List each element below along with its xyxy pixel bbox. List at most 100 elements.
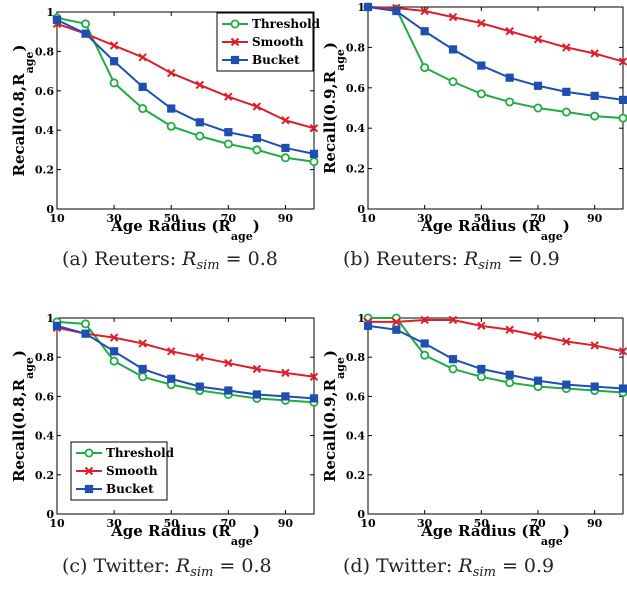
caption-b-symbol: R bbox=[463, 248, 479, 270]
y-tick-label: 0 bbox=[357, 508, 365, 521]
data-point-bucket bbox=[81, 329, 90, 338]
x-tick-label: 90 bbox=[587, 517, 603, 530]
legend-label-smooth: Smooth bbox=[106, 464, 158, 478]
y-axis-label: Recall(0.9,Rage) bbox=[321, 42, 347, 174]
caption-a: (a) Reuters: Rsim = 0.8 bbox=[62, 248, 278, 273]
caption-c: (c) Twitter: Rsim = 0.8 bbox=[62, 555, 272, 580]
series-line-smooth bbox=[368, 318, 624, 353]
y-tick-label: 0.2 bbox=[35, 164, 54, 177]
data-point-threshold bbox=[505, 378, 515, 388]
series-line-threshold bbox=[56, 320, 315, 404]
data-point-bucket bbox=[420, 339, 429, 348]
x-axis-label-subscript: age bbox=[541, 230, 563, 243]
data-point-bucket bbox=[252, 390, 261, 399]
series-line-smooth bbox=[56, 326, 315, 378]
data-point-bucket bbox=[590, 91, 599, 100]
x-tick-label: 30 bbox=[106, 212, 122, 225]
y-axis-label-main: Recall(0.9,R bbox=[321, 70, 339, 174]
data-point-bucket bbox=[618, 384, 627, 393]
data-point-threshold bbox=[81, 319, 91, 329]
data-point-threshold bbox=[195, 131, 205, 141]
y-tick-label: 1 bbox=[357, 1, 365, 14]
data-point-threshold bbox=[280, 153, 290, 163]
caption-a-prefix: (a) Reuters: bbox=[62, 248, 177, 270]
data-point-bucket bbox=[363, 321, 373, 330]
legend-marker-bucket bbox=[84, 484, 94, 494]
data-point-bucket bbox=[110, 57, 119, 66]
caption-a-symbol: R bbox=[182, 248, 197, 270]
x-axis-label: Age Radius (Rage) bbox=[420, 217, 570, 243]
data-point-smooth bbox=[109, 333, 119, 342]
data-point-bucket bbox=[138, 364, 147, 374]
y-axis-label-main: Recall(0.8,R bbox=[10, 378, 28, 482]
y-tick-label: 0.4 bbox=[346, 430, 365, 443]
y-axis-label-close: ) bbox=[321, 350, 339, 357]
legend-label-threshold: Threshold bbox=[106, 446, 175, 460]
y-axis-label-subscript: age bbox=[23, 52, 36, 74]
data-point-smooth bbox=[420, 315, 429, 325]
data-point-bucket bbox=[477, 364, 486, 374]
data-point-smooth bbox=[533, 35, 543, 44]
data-point-threshold bbox=[252, 145, 262, 155]
y-axis-label-close: ) bbox=[10, 350, 28, 357]
data-point-threshold bbox=[420, 350, 430, 360]
data-point-threshold bbox=[590, 111, 600, 121]
data-point-bucket bbox=[533, 81, 543, 90]
data-point-threshold bbox=[166, 121, 176, 131]
data-point-bucket bbox=[562, 87, 571, 96]
data-point-threshold bbox=[561, 107, 571, 117]
data-point-bucket bbox=[81, 29, 90, 38]
y-tick-label: 0.6 bbox=[35, 85, 54, 98]
data-point-smooth bbox=[477, 18, 486, 28]
caption-d-subscript: sim bbox=[472, 565, 496, 580]
data-point-smooth bbox=[590, 49, 599, 58]
y-axis-label-main: Recall(0.9,R bbox=[321, 378, 339, 482]
x-tick-label: 50 bbox=[474, 517, 490, 530]
y-axis-label: Recall(0.9,Rage) bbox=[321, 350, 347, 482]
x-tick-label: 70 bbox=[530, 212, 546, 225]
data-point-threshold bbox=[448, 77, 458, 87]
y-tick-label: 1 bbox=[46, 312, 54, 325]
data-point-bucket bbox=[309, 394, 319, 403]
series-line-bucket bbox=[56, 324, 315, 400]
data-point-bucket bbox=[392, 6, 401, 16]
x-tick-label: 10 bbox=[360, 517, 376, 530]
data-point-threshold bbox=[138, 104, 148, 114]
data-point-smooth bbox=[167, 347, 176, 356]
data-point-smooth bbox=[281, 116, 290, 125]
x-axis-label-main: Age Radius (R bbox=[110, 522, 231, 540]
x-axis-label-subscript: age bbox=[541, 535, 563, 548]
data-point-threshold bbox=[533, 103, 543, 113]
x-axis-label-subscript: age bbox=[231, 535, 253, 548]
x-tick-label: 90 bbox=[587, 212, 603, 225]
data-point-smooth bbox=[420, 6, 429, 16]
data-point-smooth bbox=[167, 68, 176, 78]
x-tick-label: 50 bbox=[474, 212, 490, 225]
data-point-smooth bbox=[252, 102, 262, 111]
data-point-bucket bbox=[309, 149, 319, 158]
data-point-smooth bbox=[309, 372, 319, 382]
caption-b: (b) Reuters: Rsim = 0.9 bbox=[343, 248, 560, 273]
data-point-bucket bbox=[52, 15, 62, 24]
data-point-threshold bbox=[223, 139, 233, 149]
y-tick-label: 1 bbox=[46, 6, 54, 19]
data-point-bucket bbox=[562, 380, 571, 389]
data-point-bucket bbox=[448, 45, 458, 54]
data-point-smooth bbox=[109, 41, 119, 50]
caption-d-symbol: R bbox=[458, 555, 473, 577]
data-point-threshold bbox=[476, 89, 486, 99]
x-tick-label: 50 bbox=[164, 212, 180, 225]
data-point-bucket bbox=[618, 95, 627, 105]
y-tick-label: 0.4 bbox=[346, 122, 365, 135]
y-tick-label: 0.2 bbox=[346, 163, 365, 176]
x-axis-label: Age Radius (Rage) bbox=[110, 522, 260, 548]
caption-c-value: = 0.8 bbox=[219, 555, 272, 577]
y-tick-label: 0.8 bbox=[346, 351, 365, 364]
chart-b-axes-box bbox=[367, 6, 624, 210]
data-point-bucket bbox=[590, 382, 599, 391]
series-line-threshold bbox=[56, 16, 315, 163]
chart-c-axes-box bbox=[56, 317, 315, 515]
caption-d-prefix: (d) Twitter: bbox=[343, 555, 453, 577]
